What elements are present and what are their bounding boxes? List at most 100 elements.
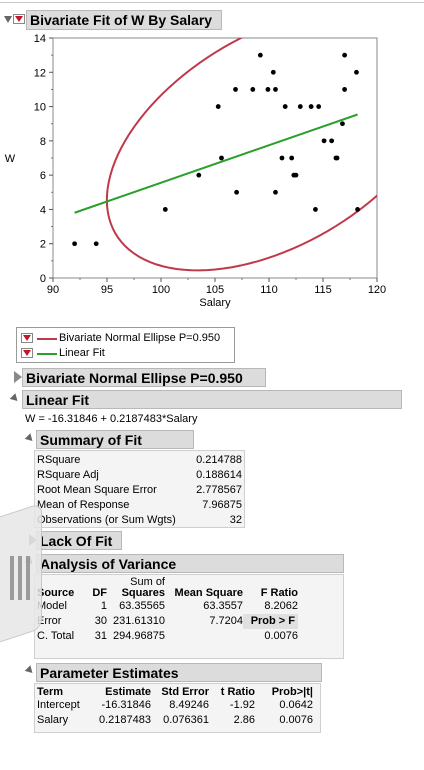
legend-ellipse-menu-icon[interactable] <box>21 333 33 343</box>
x-tick-label: 90 <box>47 284 59 296</box>
scatter-chart: 90 95 100 105 110 115 120 0 2 4 6 8 10 12 14 Salary W <box>5 33 386 309</box>
anova-header-ss-top: Sum of <box>130 576 165 588</box>
params-cell-t: -1.92 <box>229 699 255 711</box>
data-point[interactable] <box>93 241 99 247</box>
x-tick-label: 110 <box>260 284 278 296</box>
data-point[interactable] <box>289 155 295 161</box>
plot-frame <box>52 37 378 279</box>
x-tick-label: 115 <box>314 284 332 296</box>
summary-disclosure-icon[interactable] <box>24 433 36 444</box>
legend-ellipse-label: Bivariate Normal Ellipse P=0.950 <box>59 332 221 344</box>
data-point[interactable] <box>196 172 202 178</box>
data-point[interactable] <box>297 104 303 109</box>
anova-cell-df: 1 <box>100 600 107 612</box>
linear-fit-equation: W = -16.31846 + 0.2187483*Salary <box>25 413 198 425</box>
data-point[interactable] <box>162 207 168 212</box>
params-cell-term: Intercept <box>37 699 80 711</box>
summary-row: Mean of Response 7.96875 <box>37 498 242 513</box>
summary-row: Root Mean Square Error 2.778567 <box>37 483 242 498</box>
y-axis-label: W <box>5 153 16 165</box>
x-tick-label: 100 <box>152 284 170 296</box>
params-cell-estimate: 0.2187483 <box>99 714 151 726</box>
data-point[interactable] <box>321 138 327 144</box>
anova-cell-ss: 63.35565 <box>119 600 165 612</box>
legend-linear-label: Linear Fit <box>59 347 105 359</box>
anova-cell-source: C. Total <box>37 630 75 642</box>
data-point[interactable] <box>257 52 263 58</box>
data-point[interactable] <box>273 189 278 195</box>
anova-table: Sum of Source DF Squares Mean Square F R… <box>34 574 344 659</box>
data-point[interactable] <box>355 207 360 212</box>
summary-of-fit-table: RSquare 0.214788 RSquare Adj 0.188614 Root M… <box>34 450 245 528</box>
y-tick-label: 6 <box>40 170 46 182</box>
data-point[interactable] <box>282 104 288 109</box>
anova-cell-ms <box>165 629 243 644</box>
report-menu-icon[interactable] <box>13 14 25 24</box>
x-axis-label: Salary <box>199 297 231 309</box>
x-tick-label: 95 <box>101 284 113 296</box>
data-point[interactable] <box>316 104 322 109</box>
parameter-estimates-title[interactable]: Parameter Estimates <box>36 663 322 682</box>
summary-row-value: 0.214788 <box>196 454 242 466</box>
anova-header-ms: Mean Square <box>174 587 243 599</box>
y-tick-label: 4 <box>40 204 46 216</box>
data-point[interactable] <box>334 155 340 161</box>
anova-cell-ms: 63.3557 <box>203 600 243 612</box>
anova-cell-ms: 7.7204 <box>209 615 243 627</box>
params-cell-estimate: -16.31846 <box>101 699 151 711</box>
report-disclosure-icon[interactable] <box>4 16 12 23</box>
data-point[interactable] <box>279 155 285 161</box>
summary-row: Observations (or Sum Wgts) 32 <box>37 513 242 528</box>
y-tick-label: 10 <box>34 102 46 114</box>
summary-row-value: 0.188614 <box>196 469 242 481</box>
report-title[interactable]: Bivariate Fit of W By Salary <box>26 10 222 30</box>
summary-of-fit-title[interactable]: Summary of Fit <box>36 430 194 449</box>
legend-ellipse-swatch <box>37 338 57 340</box>
summary-row-label: Root Mean Square Error <box>37 484 157 496</box>
data-point[interactable] <box>270 69 276 75</box>
data-point[interactable] <box>215 104 221 109</box>
linear-fit-disclosure-icon[interactable] <box>9 393 21 404</box>
lack-of-fit-title[interactable]: Lack Of Fit <box>36 531 122 550</box>
data-point[interactable] <box>342 52 347 58</box>
data-point[interactable] <box>329 138 335 144</box>
params-cell-p: 0.0076 <box>279 714 313 726</box>
summary-row-value: 7.96875 <box>202 499 242 511</box>
anova-header-source: Source <box>37 587 75 599</box>
legend-linear-swatch <box>37 353 57 355</box>
data-point[interactable] <box>313 207 318 212</box>
grip-icon[interactable] <box>10 556 34 600</box>
data-point[interactable] <box>265 87 271 92</box>
data-point[interactable] <box>234 189 240 195</box>
data-point[interactable] <box>342 87 347 92</box>
data-point[interactable] <box>354 69 359 75</box>
anova-row: Error 30 231.61310 7.7204 Prob > F <box>37 614 298 629</box>
params-cell-t: 2.86 <box>233 714 255 726</box>
summary-row-label: Observations (or Sum Wgts) <box>37 514 176 526</box>
data-point[interactable] <box>250 87 256 92</box>
anova-cell-source: Error <box>37 615 62 627</box>
ellipse-section-title[interactable]: Bivariate Normal Ellipse P=0.950 <box>22 368 266 387</box>
top-rule <box>0 2 424 3</box>
params-disclosure-icon[interactable] <box>24 665 36 676</box>
anova-row: C. Total 31 294.96875 0.0076 <box>37 629 298 644</box>
data-point[interactable] <box>233 87 238 92</box>
data-point[interactable] <box>219 155 224 161</box>
data-point[interactable] <box>293 172 299 178</box>
legend-linear-menu-icon[interactable] <box>21 348 33 358</box>
data-point[interactable] <box>273 87 278 92</box>
data-point[interactable] <box>308 104 314 109</box>
anova-cell-f: Prob > F <box>243 614 298 629</box>
params-cell-p: 0.0642 <box>279 699 313 711</box>
y-tick-label: 8 <box>40 136 46 148</box>
y-tick-label: 0 <box>40 273 46 285</box>
ellipse-curve <box>105 38 377 272</box>
params-cell-se: 8.49246 <box>169 699 209 711</box>
linear-fit-title[interactable]: Linear Fit <box>22 390 402 409</box>
summary-row-label: Mean of Response <box>37 499 130 511</box>
params-header-t: t Ratio <box>220 686 255 698</box>
data-point[interactable] <box>340 121 345 127</box>
data-point[interactable] <box>72 241 77 247</box>
anova-title[interactable]: Analysis of Variance <box>36 554 344 573</box>
ellipse-disclosure-icon[interactable] <box>14 371 22 383</box>
